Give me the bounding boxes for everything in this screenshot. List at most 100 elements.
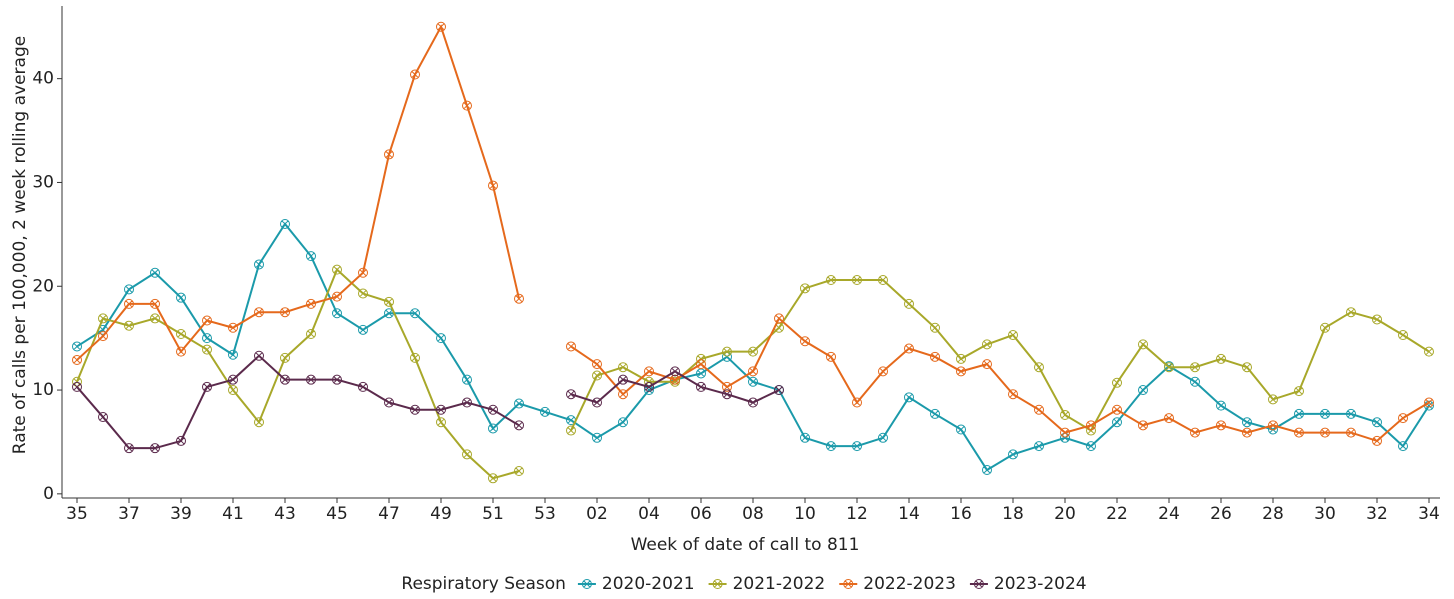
point (202, 333, 213, 344)
legend-label: 2023-2024 (994, 574, 1087, 594)
y-tick-label: 20 (32, 276, 54, 296)
y-tick-label: 10 (32, 380, 54, 400)
point (826, 441, 837, 452)
point (98, 331, 109, 342)
point (644, 381, 655, 392)
x-tick-label: 14 (898, 504, 920, 524)
point (1294, 386, 1305, 397)
legend-marker (973, 579, 984, 589)
point (1034, 362, 1045, 373)
point (1320, 322, 1331, 333)
point (904, 392, 915, 403)
point (1372, 417, 1383, 428)
x-tick-label: 18 (1002, 504, 1024, 524)
point (566, 341, 577, 352)
x-tick-label: 10 (794, 504, 816, 524)
x-tick-label: 20 (1054, 504, 1076, 524)
point (1372, 435, 1383, 446)
point (228, 349, 239, 360)
point (306, 251, 317, 262)
x-tick-label: 28 (1262, 504, 1284, 524)
point (124, 284, 135, 295)
point (1190, 376, 1201, 387)
x-tick-label: 24 (1158, 504, 1180, 524)
point (1320, 427, 1331, 438)
point (1216, 353, 1227, 364)
point (176, 292, 187, 303)
legend-label: 2022-2023 (863, 574, 956, 594)
point (1190, 427, 1201, 438)
point (1164, 413, 1175, 424)
point (592, 370, 603, 381)
legend-title: Respiratory Season (401, 574, 566, 594)
point (982, 339, 993, 350)
point (956, 424, 967, 435)
point (1190, 362, 1201, 373)
point (618, 417, 629, 428)
legend-item: 2023-2024 (969, 574, 1087, 594)
point (98, 412, 109, 423)
legend-marker (843, 579, 854, 589)
point (852, 397, 863, 408)
point (488, 404, 499, 415)
point (618, 362, 629, 373)
point (358, 324, 369, 335)
point (228, 322, 239, 333)
point (72, 376, 83, 387)
point (462, 374, 473, 385)
point (696, 353, 707, 364)
point (878, 275, 889, 286)
point (150, 267, 161, 278)
point (436, 21, 447, 32)
point (462, 100, 473, 111)
point (202, 344, 213, 355)
point (696, 381, 707, 392)
point (722, 346, 733, 357)
point (384, 296, 395, 307)
point (878, 366, 889, 377)
point (618, 374, 629, 385)
point (332, 374, 343, 385)
point (722, 351, 733, 362)
point (592, 397, 603, 408)
x-tick-label: 43 (274, 504, 296, 524)
point (1242, 362, 1253, 373)
y-tick-label: 0 (43, 484, 54, 504)
point (436, 417, 447, 428)
legend-marker (581, 579, 592, 589)
y-axis-label: Rate of calls per 100,000, 2 week rollin… (10, 36, 30, 454)
point (124, 298, 135, 309)
point (1138, 420, 1149, 431)
point (592, 359, 603, 370)
point (436, 333, 447, 344)
point (1346, 408, 1357, 419)
point (488, 473, 499, 484)
point (410, 308, 421, 319)
point (566, 389, 577, 400)
point (1294, 427, 1305, 438)
x-tick-label: 06 (690, 504, 712, 524)
x-tick-label: 04 (638, 504, 660, 524)
point (514, 420, 525, 431)
point (228, 374, 239, 385)
point (592, 432, 603, 443)
point (124, 443, 135, 454)
x-tick-label: 16 (950, 504, 972, 524)
point (800, 283, 811, 294)
x-tick-label: 45 (326, 504, 348, 524)
point (774, 313, 785, 324)
point (696, 368, 707, 379)
point (1112, 377, 1123, 388)
point (462, 397, 473, 408)
point (176, 329, 187, 339)
point (1424, 346, 1435, 357)
point (202, 381, 213, 392)
point (982, 359, 993, 370)
point (644, 366, 655, 377)
legend-label: 2020-2021 (602, 574, 695, 594)
point (176, 435, 187, 446)
point (1398, 441, 1409, 452)
point (1242, 427, 1253, 438)
x-tick-label: 51 (482, 504, 504, 524)
point (332, 291, 343, 302)
